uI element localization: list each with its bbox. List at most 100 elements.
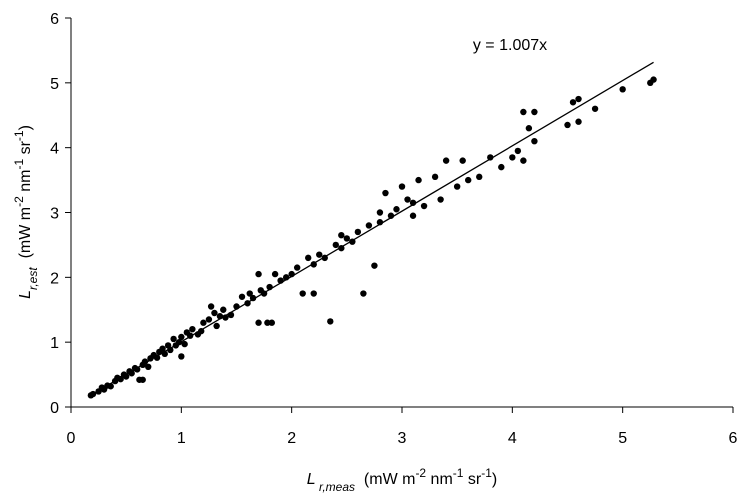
- point: [619, 86, 626, 93]
- point: [310, 261, 317, 268]
- point: [420, 202, 428, 210]
- point: [216, 313, 224, 320]
- x-tick-label: 1: [177, 430, 186, 447]
- point: [459, 157, 466, 164]
- point: [197, 327, 205, 335]
- point: [189, 326, 196, 333]
- point: [153, 354, 161, 361]
- point: [277, 277, 284, 284]
- point: [305, 254, 312, 262]
- point: [343, 235, 351, 242]
- point: [321, 254, 328, 262]
- label-part: -1: [12, 130, 26, 141]
- point: [409, 212, 417, 219]
- point: [509, 154, 516, 161]
- point: [233, 303, 240, 310]
- label-part: L: [307, 471, 316, 488]
- y-tick-label: 3: [50, 206, 59, 223]
- point: [211, 309, 218, 317]
- point: [220, 306, 227, 313]
- point: [117, 375, 124, 383]
- point: [167, 346, 174, 354]
- y-tick-label: 4: [50, 141, 59, 158]
- point: [271, 270, 279, 278]
- point: [525, 125, 533, 132]
- label-part: sr: [17, 140, 34, 158]
- point: [575, 118, 582, 125]
- label-part: (mW m: [17, 207, 34, 267]
- point: [520, 157, 527, 164]
- label-part: nm: [426, 471, 453, 488]
- point: [246, 290, 253, 297]
- point: [181, 340, 188, 348]
- point: [476, 173, 483, 181]
- point: [382, 189, 389, 197]
- point: [387, 212, 395, 219]
- label-part: L: [17, 290, 34, 299]
- point: [134, 366, 141, 373]
- point: [244, 300, 251, 307]
- point: [266, 283, 273, 291]
- point: [264, 319, 271, 326]
- point: [442, 157, 450, 164]
- point: [591, 105, 599, 112]
- point: [332, 241, 339, 249]
- x-label: L r,meas (mW m-2 nm-1 sr-1): [307, 466, 497, 494]
- x-tick-label: 0: [67, 430, 76, 447]
- trendline-label: y = 1.007x: [473, 37, 547, 54]
- y-tick-label: 1: [50, 335, 59, 352]
- point: [575, 95, 582, 103]
- trendline: [90, 61, 654, 396]
- point: [437, 196, 444, 203]
- point: [404, 196, 411, 203]
- point: [178, 333, 185, 341]
- label-part: (mW m: [355, 471, 415, 488]
- point: [376, 219, 384, 226]
- point: [327, 318, 334, 325]
- y-label: Lr,est (mW m-2 nm-1 sr-1): [12, 125, 40, 299]
- label-part: -1: [481, 466, 492, 480]
- point: [107, 383, 114, 390]
- point: [398, 183, 406, 190]
- point: [498, 163, 505, 171]
- point: [487, 154, 494, 161]
- label-part: r,est: [26, 267, 40, 290]
- point: [255, 270, 262, 278]
- point: [520, 108, 527, 116]
- label-part: nm: [17, 170, 34, 197]
- point: [650, 76, 657, 83]
- point: [360, 290, 367, 297]
- point: [316, 251, 323, 258]
- point: [465, 176, 472, 184]
- point: [349, 238, 356, 245]
- x-tick-label: 4: [508, 430, 517, 447]
- point: [145, 363, 152, 371]
- point: [288, 270, 295, 278]
- point: [376, 209, 384, 216]
- point: [255, 319, 262, 326]
- y-tick-label: 0: [50, 400, 59, 417]
- point: [354, 228, 362, 236]
- label-part: ): [17, 125, 34, 130]
- label-part: -1: [12, 159, 26, 170]
- x-tick-label: 2: [287, 430, 296, 447]
- point: [175, 338, 183, 346]
- point: [139, 376, 146, 383]
- label-part: -2: [415, 466, 426, 480]
- y-tick-label: 5: [50, 76, 59, 93]
- point: [207, 303, 215, 310]
- point: [213, 322, 220, 330]
- point: [122, 373, 130, 380]
- point: [299, 290, 306, 297]
- point: [268, 319, 276, 326]
- point: [453, 183, 461, 190]
- point: [531, 137, 538, 145]
- point: [569, 99, 577, 106]
- point: [371, 262, 378, 269]
- point: [186, 332, 194, 339]
- point: [141, 358, 149, 365]
- x-tick-label: 3: [398, 430, 407, 447]
- point: [159, 345, 166, 352]
- label-part: r,meas: [316, 480, 355, 494]
